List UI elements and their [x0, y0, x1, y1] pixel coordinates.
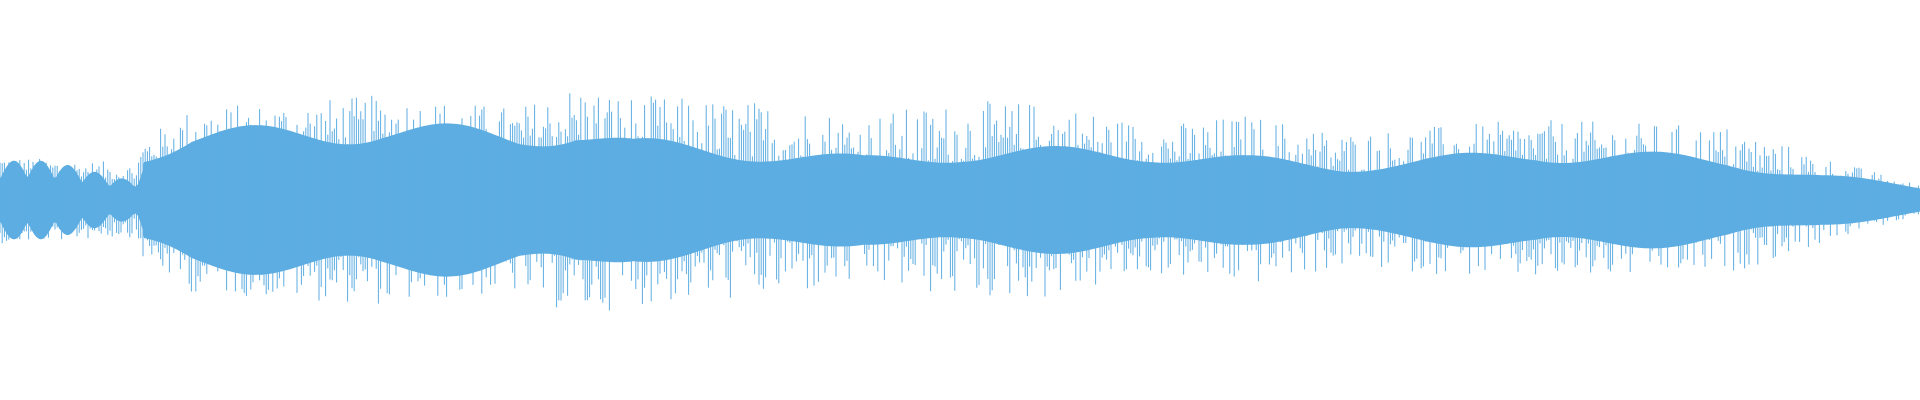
waveform-bars [0, 93, 1920, 311]
